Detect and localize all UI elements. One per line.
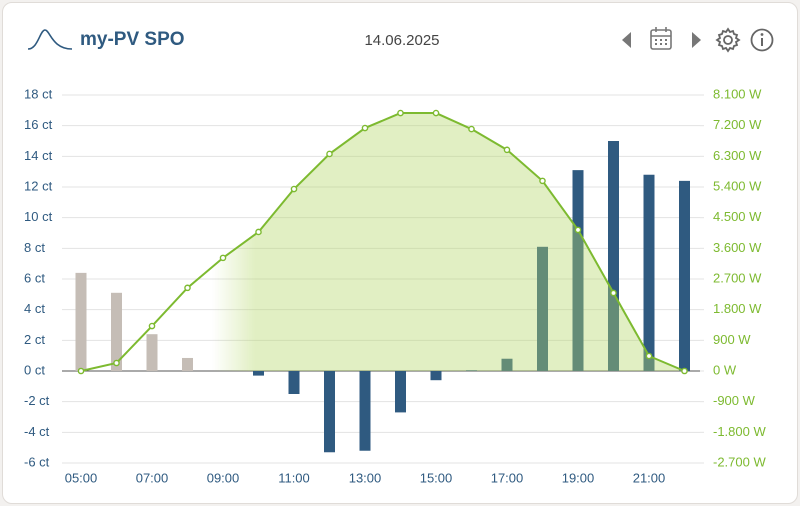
bar <box>359 371 371 451</box>
x-tick-label: 07:00 <box>136 470 169 485</box>
settings-button[interactable] <box>715 27 741 53</box>
next-button[interactable] <box>692 32 701 48</box>
y2-tick-label: 5.400 W <box>713 178 762 193</box>
line-point <box>397 109 404 117</box>
line-point <box>184 284 191 292</box>
y-tick-label: 16 ct <box>24 117 53 132</box>
line <box>80 112 685 372</box>
line-point <box>361 124 369 132</box>
y-tick-label: 4 ct <box>24 301 45 316</box>
x-tick-label: 09:00 <box>207 470 240 485</box>
y-tick-label: 14 ct <box>24 148 53 163</box>
prev-button[interactable] <box>622 32 631 48</box>
calendar-button[interactable] <box>650 27 672 50</box>
bar <box>679 180 690 371</box>
info-button[interactable] <box>750 28 774 52</box>
line-point <box>432 109 440 117</box>
y2-tick-label: 900 W <box>713 332 751 347</box>
x-tick-label: 15:00 <box>420 470 453 485</box>
bar <box>111 292 122 371</box>
bar <box>608 141 619 371</box>
x-tick-label: 11:00 <box>278 470 310 485</box>
x-tick-label: 17:00 <box>491 470 524 485</box>
line-point <box>645 352 653 360</box>
bar <box>430 371 442 381</box>
y2-tick-label: 1.800 W <box>713 301 762 316</box>
y2-tick-label: 2.700 W <box>713 270 762 285</box>
line-point <box>574 226 582 234</box>
y2-tick-label: 3.600 W <box>713 240 762 255</box>
y-tick-label: 0 ct <box>24 362 45 377</box>
y-tick-label: 6 ct <box>24 270 45 285</box>
bar <box>643 174 655 371</box>
line-point <box>539 177 546 185</box>
line-point <box>610 289 617 297</box>
line-point <box>503 146 511 154</box>
bar <box>75 272 87 371</box>
y2-tick-label: -1.800 W <box>713 424 766 439</box>
bar <box>146 334 158 371</box>
line-point <box>113 359 120 367</box>
y-tick-label: 12 ct <box>24 178 53 193</box>
line-point <box>290 185 298 193</box>
line-point <box>255 228 262 236</box>
y-tick-label: -2 ct <box>24 393 50 408</box>
y2-tick-label: 7.200 W <box>713 117 762 132</box>
y2-tick-label: 6.300 W <box>713 148 762 163</box>
bar <box>466 370 477 371</box>
line-point <box>77 367 85 375</box>
line-point <box>326 150 333 158</box>
date: 14.06.2025 <box>364 32 439 49</box>
chart-title: my-PV SPO <box>80 29 185 50</box>
bar <box>537 246 548 371</box>
line-point <box>468 125 475 133</box>
bar <box>288 371 300 394</box>
y2-tick-label: 4.500 W <box>713 209 762 224</box>
x-tick-label: 05:00 <box>65 470 98 485</box>
bar <box>253 371 264 376</box>
bar <box>572 170 584 371</box>
line-point <box>148 322 156 330</box>
bar <box>395 371 406 413</box>
y-tick-label: 2 ct <box>24 332 45 347</box>
bar <box>182 357 193 371</box>
y2-tick-label: 8.100 W <box>713 86 762 101</box>
x-tick-label: 13:00 <box>349 470 382 485</box>
line-point <box>681 367 688 375</box>
y2-tick-label: -2.700 W <box>713 454 766 469</box>
y-tick-label: 18 ct <box>24 86 53 101</box>
y2-tick-label: -900 W <box>713 393 756 408</box>
bar <box>501 358 513 371</box>
logo-icon <box>27 29 73 50</box>
area <box>81 113 685 371</box>
x-tick-label: 19:00 <box>562 470 595 485</box>
x-tick-label: 21:00 <box>633 470 666 485</box>
y-tick-label: 10 ct <box>24 209 53 224</box>
bar <box>324 371 335 453</box>
line-point <box>219 254 227 262</box>
y2-tick-label: 0 W <box>713 362 737 377</box>
y-tick-label: -4 ct <box>24 424 50 439</box>
y-tick-label: 8 ct <box>24 240 45 255</box>
y-tick-label: -6 ct <box>24 454 50 469</box>
